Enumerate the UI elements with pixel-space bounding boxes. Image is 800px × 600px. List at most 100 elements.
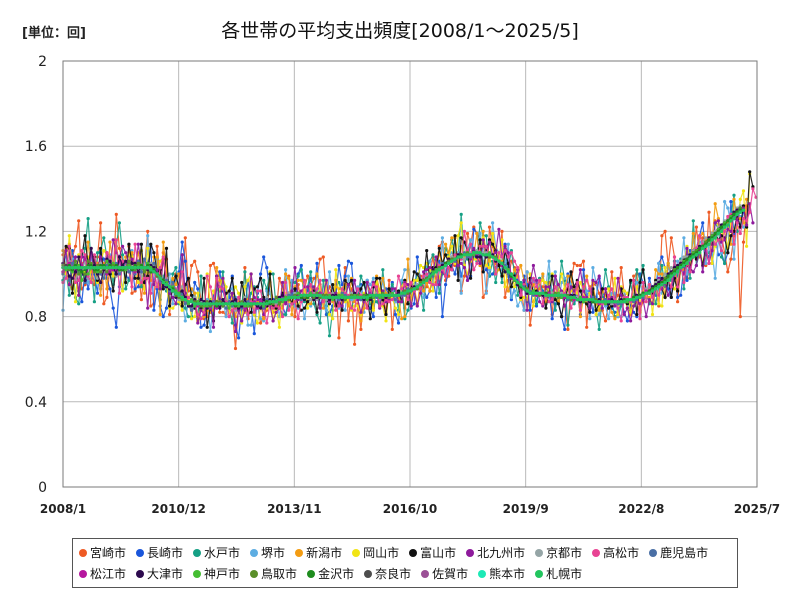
- data-point: [491, 242, 495, 246]
- data-point: [193, 315, 197, 319]
- data-point: [343, 278, 347, 282]
- data-point: [622, 300, 626, 304]
- data-point: [127, 259, 131, 263]
- data-point: [265, 289, 269, 293]
- data-point: [713, 276, 717, 280]
- data-point: [525, 289, 529, 293]
- legend-label: 鳥取市: [261, 567, 298, 581]
- data-point: [685, 272, 689, 276]
- data-point: [660, 276, 664, 280]
- data-point: [205, 274, 209, 278]
- data-point: [102, 249, 106, 253]
- data-point: [265, 321, 269, 325]
- data-point: [469, 253, 473, 257]
- data-point: [346, 259, 350, 263]
- data-point: [205, 304, 209, 308]
- data-point: [494, 257, 498, 261]
- data-point: [701, 231, 705, 236]
- data-point: [704, 236, 708, 240]
- data-point: [121, 253, 125, 257]
- data-point: [560, 315, 564, 319]
- data-point: [121, 244, 125, 248]
- data-point: [635, 268, 639, 272]
- data-point: [293, 287, 297, 291]
- data-point: [603, 300, 608, 304]
- data-point: [375, 276, 379, 280]
- data-point: [688, 257, 692, 261]
- data-point: [381, 298, 385, 302]
- data-point: [431, 272, 435, 276]
- data-point: [230, 308, 234, 312]
- data-point: [67, 259, 71, 263]
- data-point: [309, 293, 313, 297]
- data-point: [682, 280, 686, 285]
- data-point: [136, 280, 140, 285]
- data-point: [384, 312, 388, 317]
- data-point: [306, 300, 310, 304]
- data-point: [534, 278, 539, 282]
- data-point: [221, 302, 225, 306]
- data-point: [86, 287, 90, 291]
- data-point: [503, 285, 507, 289]
- data-point: [701, 270, 705, 274]
- data-point: [70, 276, 74, 280]
- data-point: [387, 300, 391, 304]
- data-point: [472, 246, 476, 250]
- data-point: [691, 231, 695, 236]
- data-point: [171, 289, 175, 293]
- data-point: [243, 304, 247, 308]
- data-point: [657, 272, 661, 276]
- data-point: [390, 327, 394, 331]
- data-point: [531, 276, 536, 280]
- y-tick-label: 1.2: [25, 224, 47, 240]
- data-point: [102, 257, 106, 261]
- data-point: [208, 302, 212, 306]
- data-point: [146, 274, 150, 278]
- data-point: [64, 266, 68, 270]
- legend-marker: [466, 548, 475, 557]
- data-point: [302, 293, 307, 297]
- data-point: [183, 306, 187, 310]
- data-point: [142, 270, 147, 274]
- x-tick-label: 2019/9: [503, 502, 549, 516]
- data-point: [221, 310, 225, 314]
- data-point: [484, 255, 488, 259]
- data-point: [246, 302, 250, 306]
- data-point: [682, 263, 686, 268]
- data-point: [133, 266, 137, 270]
- data-point: [259, 276, 263, 280]
- legend-label: 富山市: [420, 546, 457, 560]
- data-point: [500, 261, 504, 265]
- data-point: [296, 317, 300, 321]
- data-point: [415, 255, 419, 259]
- data-point: [676, 285, 680, 289]
- data-point: [440, 236, 444, 240]
- data-point: [271, 306, 275, 310]
- data-point: [550, 298, 554, 302]
- data-point: [346, 304, 350, 308]
- data-point: [211, 289, 216, 293]
- data-point: [158, 276, 162, 280]
- data-point: [484, 234, 488, 238]
- data-point: [719, 229, 724, 233]
- y-tick-label: 2: [38, 54, 47, 70]
- data-point: [64, 249, 68, 253]
- data-point: [644, 315, 648, 319]
- data-point: [309, 298, 313, 302]
- data-point: [647, 276, 652, 280]
- data-point: [390, 283, 394, 287]
- data-point: [738, 210, 742, 214]
- data-point: [701, 221, 705, 225]
- data-point: [644, 300, 648, 304]
- data-point: [719, 255, 724, 259]
- data-point: [440, 266, 444, 270]
- data-point: [509, 285, 513, 289]
- data-point: [387, 287, 391, 291]
- data-point: [472, 227, 476, 231]
- data-point: [691, 270, 695, 274]
- data-point: [73, 270, 78, 274]
- data-point: [99, 221, 103, 225]
- data-point: [296, 291, 300, 295]
- data-point: [726, 206, 730, 210]
- data-point: [99, 266, 103, 270]
